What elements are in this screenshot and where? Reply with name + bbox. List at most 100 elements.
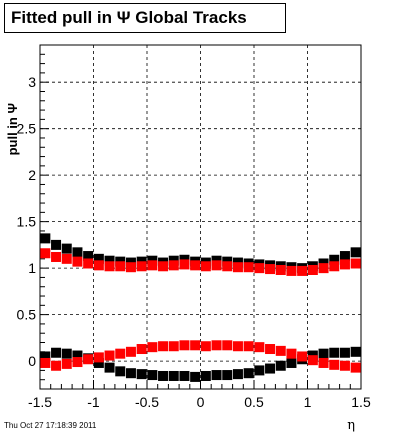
data-point-series-4: [243, 341, 254, 352]
data-point-series-2: [200, 261, 211, 272]
x-tick-label: 0.5: [244, 394, 264, 410]
data-point-series-4: [115, 348, 126, 359]
y-tick-label: 0.5: [17, 307, 37, 323]
data-point-series-2: [51, 251, 62, 262]
data-point-series-3: [115, 366, 126, 377]
data-point-series-4: [168, 341, 179, 352]
data-point-series-3: [51, 347, 62, 358]
y-tick-label: 1: [28, 260, 36, 276]
x-tick-label: -1.5: [28, 394, 52, 410]
data-point-series-4: [93, 352, 104, 363]
data-point-series-4: [275, 345, 286, 356]
data-point-series-4: [254, 342, 265, 353]
x-tick-label: 0: [197, 394, 205, 410]
data-point-series-3: [147, 370, 158, 381]
data-point-series-2: [168, 260, 179, 271]
data-point-series-2: [243, 262, 254, 273]
data-point-series-1: [339, 251, 350, 262]
data-point-series-3: [72, 350, 83, 361]
data-point-series-4: [179, 340, 190, 351]
data-point-series-3: [318, 348, 329, 359]
data-point-series-1: [350, 247, 361, 258]
data-point-series-3: [254, 365, 265, 376]
data-point-series-1: [72, 247, 83, 258]
data-point-series-4: [40, 357, 51, 368]
data-point-series-3: [286, 357, 297, 368]
data-point-series-2: [61, 253, 72, 264]
data-point-series-3: [158, 370, 169, 381]
data-point-series-2: [115, 261, 126, 272]
data-point-series-4: [232, 341, 243, 352]
x-tick-label: -1: [87, 394, 100, 410]
data-point-series-2: [211, 260, 222, 271]
data-point-series-2: [179, 259, 190, 270]
data-point-series-1: [40, 233, 51, 244]
data-point-series-4: [190, 340, 201, 351]
data-point-series-2: [158, 261, 169, 272]
data-point-series-2: [136, 261, 147, 272]
data-point-series-3: [232, 369, 243, 380]
data-point-series-4: [51, 360, 62, 371]
data-point-series-2: [190, 260, 201, 271]
data-point-series-4: [83, 354, 94, 365]
data-point-series-4: [147, 342, 158, 353]
data-point-series-3: [275, 360, 286, 371]
timestamp: Thu Oct 27 17:18:39 2011: [4, 421, 97, 430]
data-point-series-1: [51, 239, 62, 250]
data-point-series-1: [329, 254, 340, 265]
data-point-series-4: [61, 358, 72, 369]
data-point-series-4: [318, 357, 329, 368]
data-point-series-4: [200, 341, 211, 352]
y-tick-label: 2: [28, 167, 36, 183]
y-axis-title: pull in Ψ: [5, 103, 20, 155]
data-point-series-3: [243, 368, 254, 379]
data-point-series-2: [297, 265, 308, 276]
data-point-series-3: [339, 347, 350, 358]
data-point-series-3: [93, 357, 104, 368]
data-point-series-4: [211, 340, 222, 351]
data-point-series-4: [72, 357, 83, 368]
data-point-series-1: [93, 253, 104, 264]
data-point-series-3: [329, 347, 340, 358]
data-point-series-2: [265, 264, 276, 275]
data-point-series-3: [265, 363, 276, 374]
x-axis-title: η: [347, 418, 355, 433]
data-point-series-4: [222, 340, 233, 351]
y-tick-label: 2.5: [17, 121, 37, 137]
data-point-series-4: [329, 359, 340, 370]
plot-frame: [39, 44, 362, 390]
data-point-series-3: [104, 362, 115, 373]
data-point-series-4: [104, 350, 115, 361]
data-point-series-2: [307, 264, 318, 275]
data-point-series-2: [339, 259, 350, 270]
data-point-series-2: [232, 262, 243, 273]
data-point-series-2: [147, 260, 158, 271]
chart-title: Fitted pull in Ψ Global Tracks: [11, 8, 247, 27]
x-tick-label: 1.5: [351, 394, 371, 410]
data-point-series-4: [265, 344, 276, 355]
data-point-series-3: [200, 370, 211, 381]
data-point-series-2: [350, 258, 361, 269]
data-point-series-2: [222, 261, 233, 272]
data-point-series-2: [286, 265, 297, 276]
data-point-series-2: [104, 261, 115, 272]
data-point-series-4: [350, 362, 361, 373]
data-point-series-2: [93, 260, 104, 271]
data-point-series-2: [254, 263, 265, 274]
data-point-series-4: [307, 355, 318, 366]
data-point-series-2: [83, 258, 94, 269]
data-point-series-4: [136, 344, 147, 355]
data-point-series-4: [297, 351, 308, 362]
data-point-series-1: [104, 255, 115, 266]
data-point-series-3: [125, 368, 136, 379]
y-tick-label: 0: [28, 353, 36, 369]
data-point-series-2: [275, 264, 286, 275]
data-point-series-3: [136, 369, 147, 380]
data-point-series-2: [329, 261, 340, 272]
chart-title-box: Fitted pull in Ψ Global Tracks: [4, 3, 286, 33]
data-point-series-4: [158, 341, 169, 352]
data-point-series-4: [339, 360, 350, 371]
data-point-series-3: [61, 348, 72, 359]
x-tick-label: -0.5: [135, 394, 159, 410]
data-point-series-3: [211, 370, 222, 381]
